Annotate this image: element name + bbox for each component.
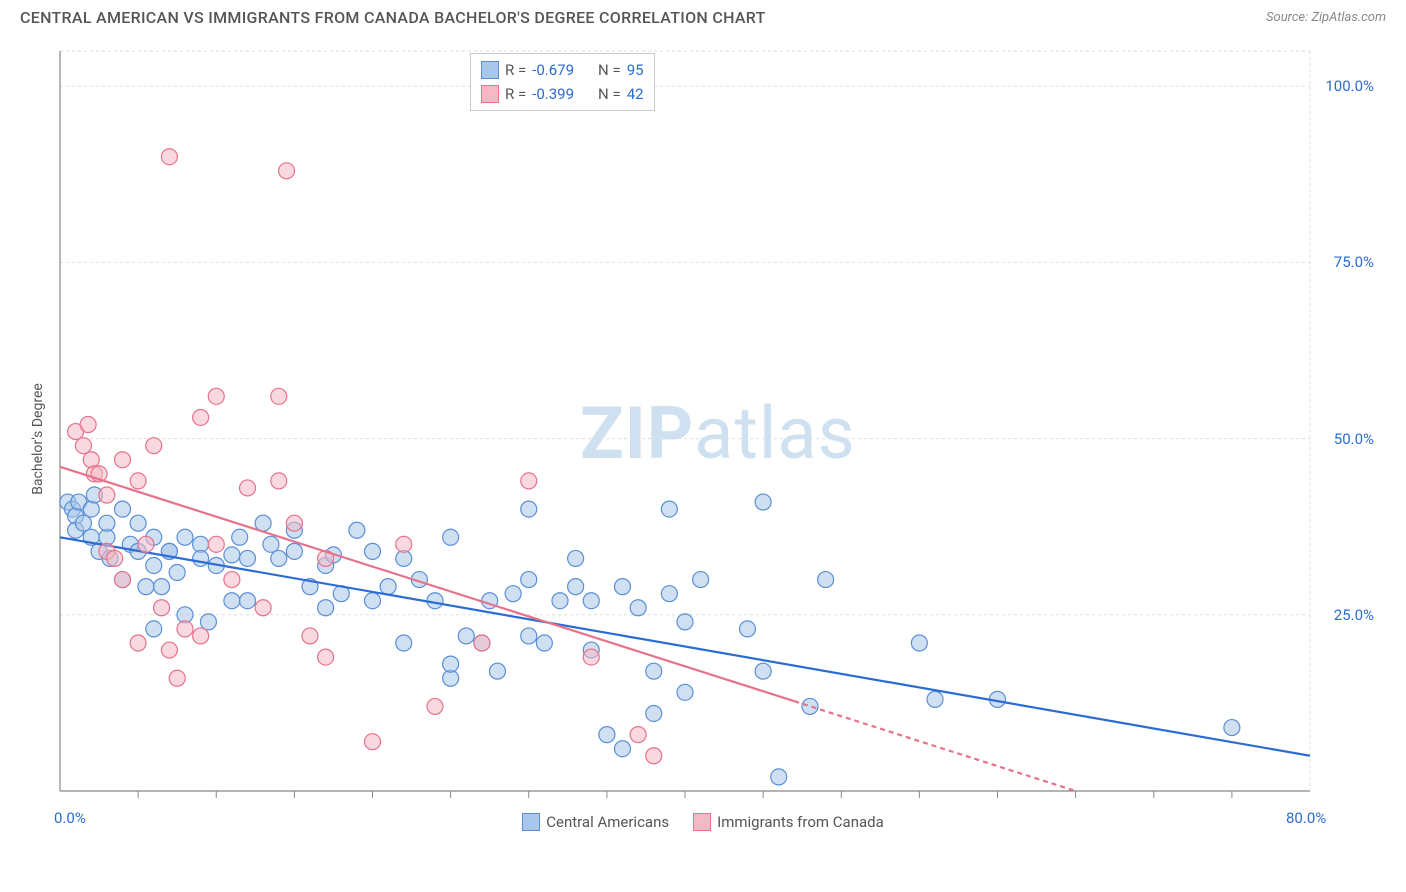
stats-row: R = -0.399 N = 42 xyxy=(481,82,644,106)
series-legend: Central Americans Immigrants from Canada xyxy=(0,813,1406,831)
n-label: N = xyxy=(598,82,621,106)
stats-row: R = -0.679 N = 95 xyxy=(481,58,644,82)
y-tick-label: 100.0% xyxy=(1314,77,1374,95)
legend-label: Central Americans xyxy=(546,813,669,831)
r-label: R = xyxy=(505,58,526,82)
n-value: 42 xyxy=(627,82,644,106)
n-value: 95 xyxy=(627,58,644,82)
r-value: -0.679 xyxy=(532,58,574,82)
source-attribution: Source: ZipAtlas.com xyxy=(1266,10,1386,25)
legend-swatch xyxy=(481,85,499,103)
scatter-plot xyxy=(20,31,1360,811)
source-name: ZipAtlas.com xyxy=(1311,10,1386,25)
y-tick-label: 75.0% xyxy=(1314,253,1374,271)
legend-item: Central Americans xyxy=(522,813,669,831)
source-prefix: Source: xyxy=(1266,10,1311,25)
legend-swatch xyxy=(522,813,540,831)
legend-swatch xyxy=(481,61,499,79)
chart-title: CENTRAL AMERICAN VS IMMIGRANTS FROM CANA… xyxy=(20,8,766,27)
x-tick-label: 80.0% xyxy=(1286,809,1326,827)
r-value: -0.399 xyxy=(532,82,574,106)
y-tick-label: 50.0% xyxy=(1314,430,1374,448)
y-tick-label: 25.0% xyxy=(1314,606,1374,624)
n-label: N = xyxy=(598,58,621,82)
chart-container: Bachelor's Degree ZIPatlas R =-0.679N =9… xyxy=(20,31,1386,811)
x-tick-label: 0.0% xyxy=(54,809,86,827)
legend-swatch xyxy=(693,813,711,831)
legend-label: Immigrants from Canada xyxy=(717,813,884,831)
correlation-stats-box: R = -0.679 N = 95 R = -0.399 N = 42 xyxy=(470,53,655,111)
r-label: R = xyxy=(505,82,526,106)
y-axis-label: Bachelor's Degree xyxy=(30,383,46,495)
legend-item: Immigrants from Canada xyxy=(693,813,884,831)
